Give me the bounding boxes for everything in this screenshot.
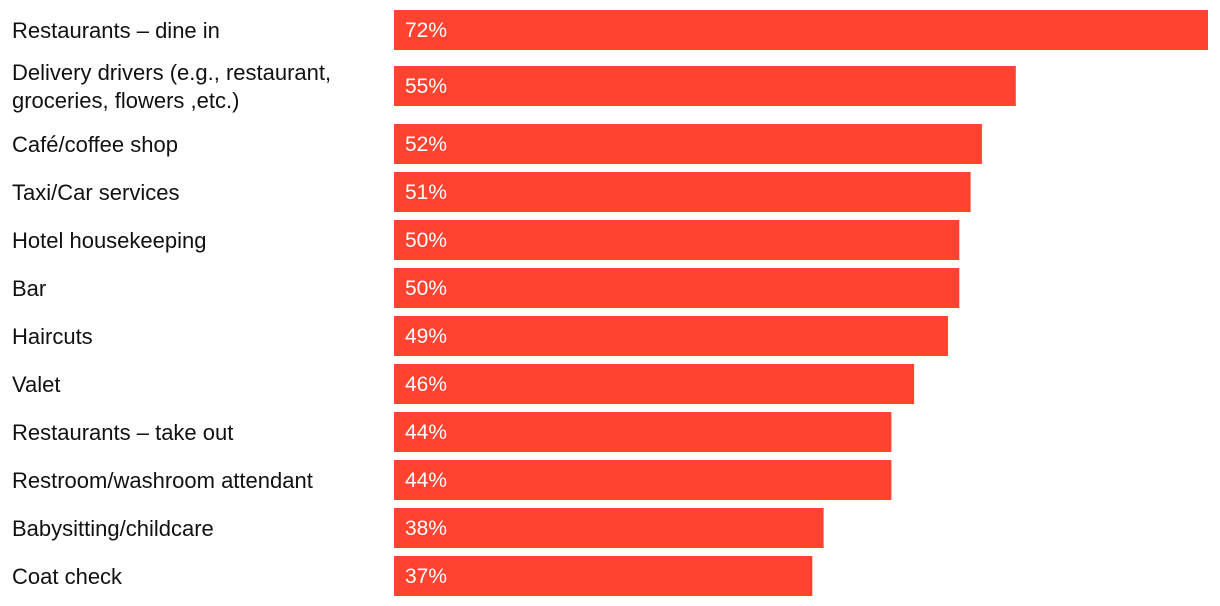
bar	[394, 220, 960, 260]
bar	[394, 556, 813, 596]
bar	[394, 364, 915, 404]
value-label: 52%	[405, 133, 447, 156]
value-label: 55%	[405, 75, 447, 98]
category-label: Taxi/Car services	[12, 180, 179, 205]
category-label: Restaurants – take out	[12, 420, 233, 445]
bar	[394, 412, 892, 452]
bar	[394, 124, 982, 164]
value-label: 50%	[405, 277, 447, 300]
category-label: Coat check	[12, 564, 123, 589]
category-label-line: Babysitting/childcare	[12, 516, 214, 541]
value-label: 46%	[405, 373, 447, 396]
value-label: 51%	[405, 181, 447, 204]
bar	[394, 10, 1208, 50]
category-label: Babysitting/childcare	[12, 516, 214, 541]
value-label: 49%	[405, 325, 447, 348]
category-label: Valet	[12, 372, 61, 397]
category-label: Café/coffee shop	[12, 132, 178, 157]
category-label: Bar	[12, 276, 46, 301]
bar	[394, 316, 948, 356]
category-label-line: Restaurants – dine in	[12, 18, 220, 43]
bar	[394, 460, 892, 500]
category-label-line: Café/coffee shop	[12, 132, 178, 157]
category-label-line: Haircuts	[12, 324, 93, 349]
value-label: 38%	[405, 517, 447, 540]
category-label: Haircuts	[12, 324, 93, 349]
value-label: 44%	[405, 421, 447, 444]
category-label: Delivery drivers (e.g., restaurant, groce…	[12, 60, 331, 113]
category-label: Restaurants – dine in	[12, 18, 220, 43]
category-label-line: groceries, flowers ,etc.)	[12, 88, 239, 113]
category-label-line: Taxi/Car services	[12, 180, 179, 205]
category-label-line: Coat check	[12, 564, 123, 589]
value-label: 50%	[405, 229, 447, 252]
category-labels: Restaurants – dine in Delivery drivers (e…	[12, 18, 331, 589]
bars	[394, 10, 1208, 596]
bar	[394, 508, 824, 548]
bar	[394, 66, 1016, 106]
value-label: 72%	[405, 19, 447, 42]
category-label-line: Restroom/washroom attendant	[12, 468, 313, 493]
category-label: Hotel housekeeping	[12, 228, 206, 253]
value-label: 37%	[405, 565, 447, 588]
value-label: 44%	[405, 469, 447, 492]
category-label-line: Hotel housekeeping	[12, 228, 206, 253]
value-labels: 72% 55% 52% 51% 50% 50% 49% 46% 44% 44% 38% 37%	[405, 19, 447, 588]
bar	[394, 268, 960, 308]
category-label-line: Delivery drivers (e.g., restaurant,	[12, 60, 331, 85]
category-label-line: Valet	[12, 372, 61, 397]
bar	[394, 172, 971, 212]
category-label-line: Restaurants – take out	[12, 420, 233, 445]
category-label-line: Bar	[12, 276, 46, 301]
category-label: Restroom/washroom attendant	[12, 468, 313, 493]
